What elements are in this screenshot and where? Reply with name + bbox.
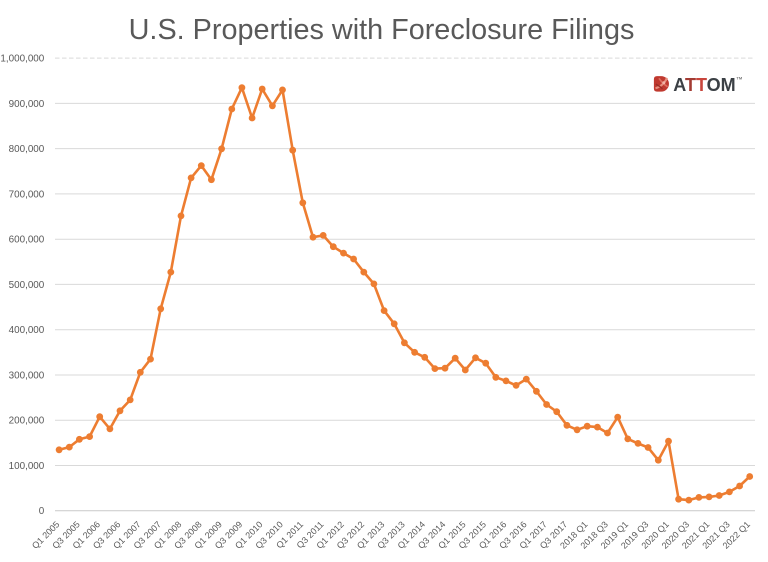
- svg-text:100,000: 100,000: [9, 461, 45, 472]
- svg-text:700,000: 700,000: [9, 189, 45, 200]
- svg-text:400,000: 400,000: [9, 325, 45, 336]
- svg-text:0: 0: [39, 506, 45, 517]
- svg-text:600,000: 600,000: [9, 235, 45, 246]
- svg-text:1,000,000: 1,000,000: [0, 54, 44, 65]
- svg-text:200,000: 200,000: [9, 416, 45, 427]
- svg-text:ATTOM: ATTOM: [673, 74, 735, 95]
- svg-text:800,000: 800,000: [9, 144, 45, 155]
- svg-text:500,000: 500,000: [9, 280, 45, 291]
- svg-text:TM: TM: [736, 75, 742, 80]
- svg-text:U.S. Properties with Foreclosu: U.S. Properties with Foreclosure Filings: [129, 14, 635, 46]
- svg-text:300,000: 300,000: [9, 370, 45, 381]
- svg-text:900,000: 900,000: [9, 99, 45, 110]
